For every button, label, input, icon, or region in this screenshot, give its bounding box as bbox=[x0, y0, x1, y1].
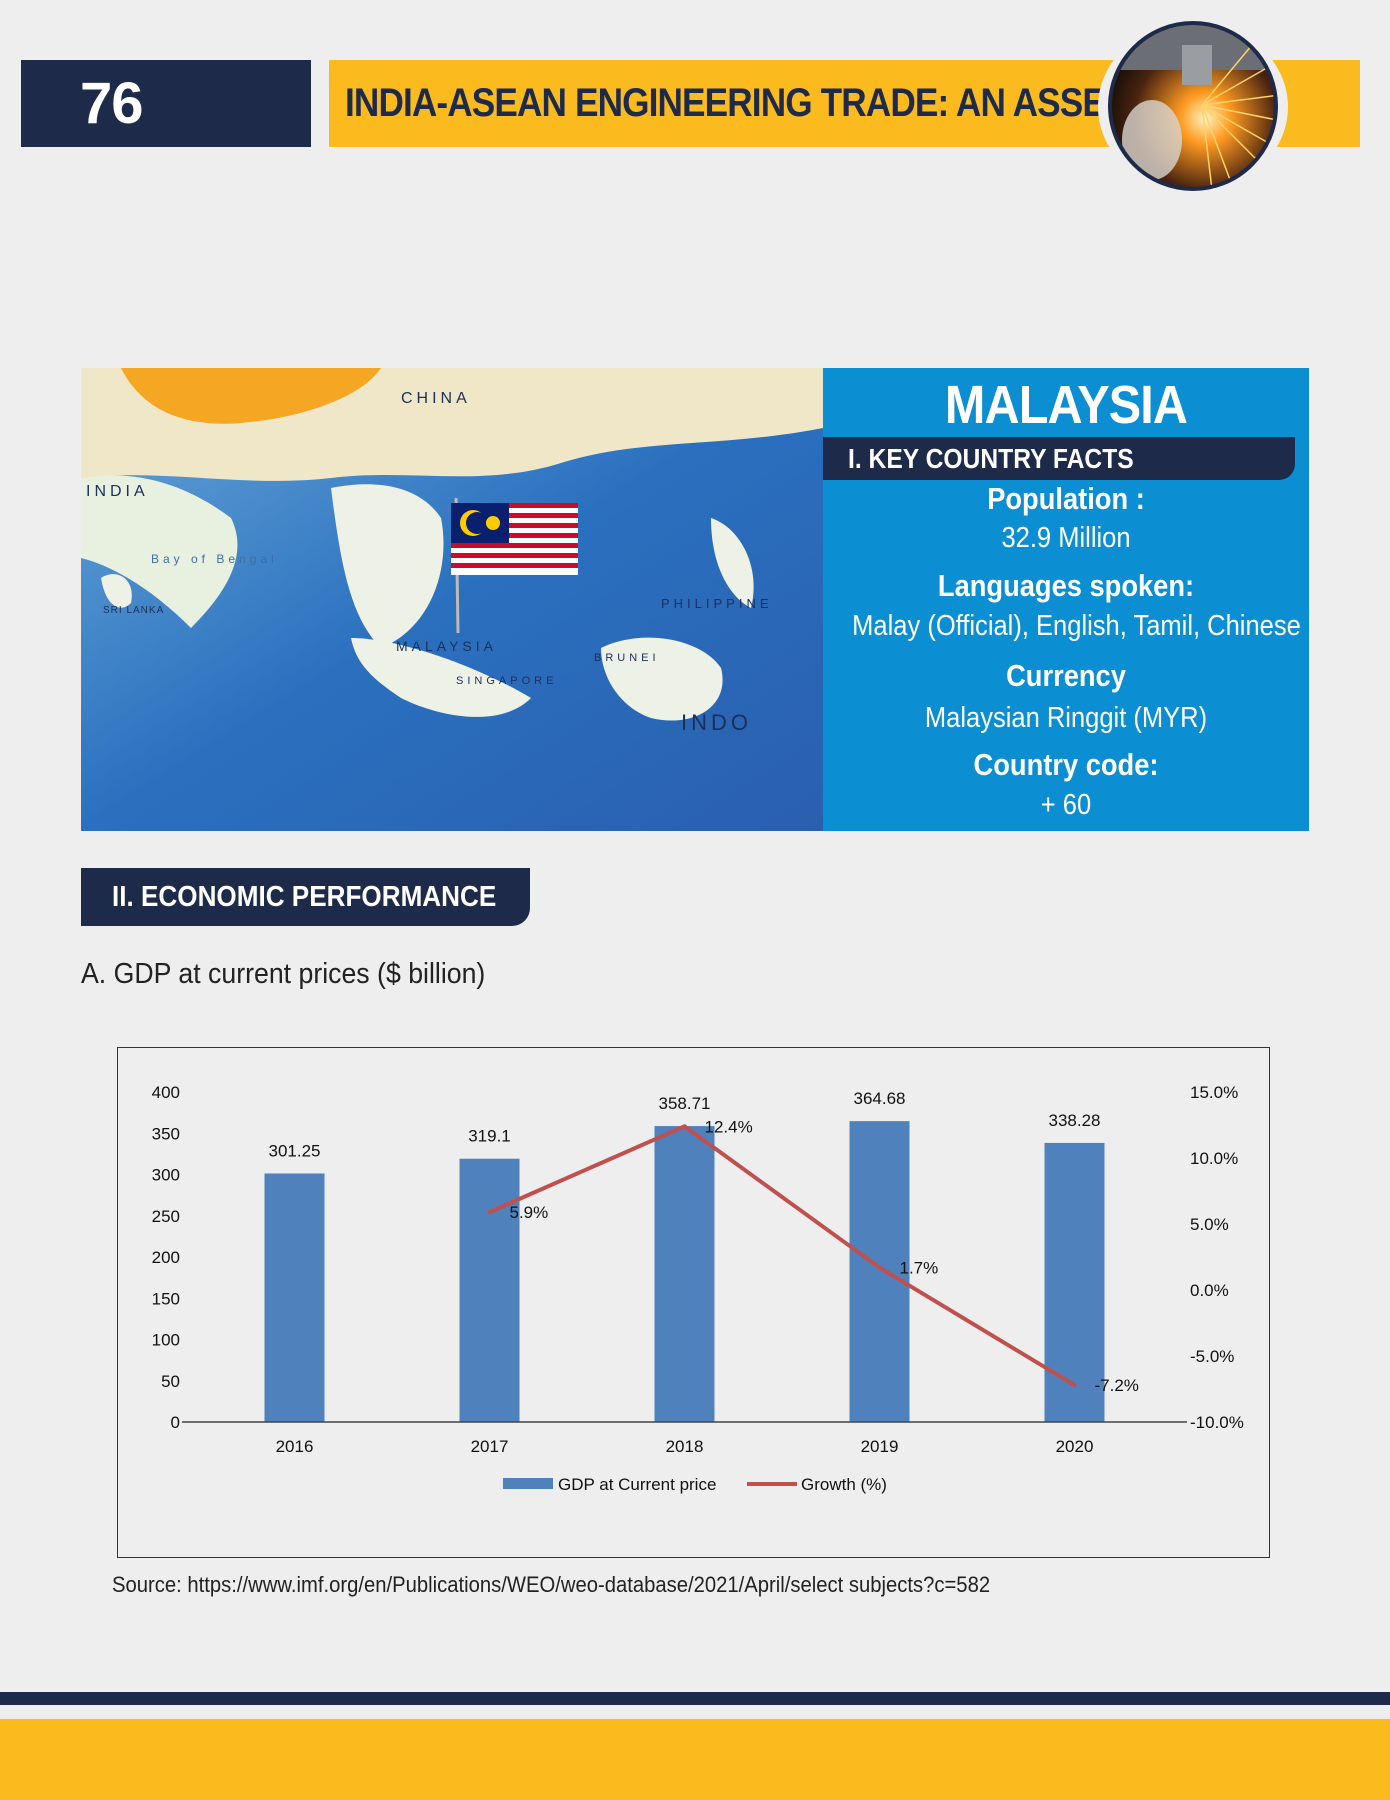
right-axis-tick-label: 5.0% bbox=[1190, 1215, 1229, 1234]
legend-label-gdp: GDP at Current price bbox=[558, 1475, 716, 1494]
gdp-bar bbox=[654, 1126, 715, 1422]
gdp-data-label: 358.71 bbox=[659, 1094, 711, 1113]
x-axis-tick-label: 2016 bbox=[276, 1437, 314, 1456]
gdp-data-label: 364.68 bbox=[854, 1089, 906, 1108]
growth-data-label: 1.7% bbox=[900, 1259, 939, 1278]
fact-value-currency: Malaysian Ringgit (MYR) bbox=[924, 702, 1208, 734]
fact-label-country-code: Country code: bbox=[973, 747, 1159, 782]
gdp-bar bbox=[264, 1173, 325, 1422]
growth-point bbox=[487, 1210, 492, 1215]
left-axis-tick-label: 50 bbox=[161, 1372, 180, 1391]
country-name: MALAYSIA bbox=[944, 375, 1188, 435]
left-axis-tick-label: 0 bbox=[171, 1413, 180, 1432]
fact-value-languages: Malay (Official), English, Tamil, Chines… bbox=[852, 610, 1301, 642]
x-axis-tick-label: 2018 bbox=[666, 1437, 704, 1456]
page-title: INDIA-ASEAN ENGINEERING TRADE: AN ASSESS… bbox=[345, 81, 1247, 125]
page-number: 76 bbox=[80, 71, 144, 136]
gdp-data-label: 338.28 bbox=[1049, 1111, 1101, 1130]
map-label-sri-lanka: SRI LANKA bbox=[103, 605, 164, 616]
source-note: Source: https://www.imf.org/en/Publicati… bbox=[112, 1572, 991, 1597]
map-label-brunei: BRUNEI bbox=[594, 652, 660, 664]
growth-point bbox=[1072, 1383, 1077, 1388]
left-axis-tick-label: 350 bbox=[152, 1124, 180, 1143]
facts-heading-banner bbox=[823, 437, 1295, 480]
page-number-box bbox=[21, 60, 311, 147]
left-axis-tick-label: 300 bbox=[152, 1166, 180, 1185]
gdp-data-label: 301.25 bbox=[269, 1141, 321, 1160]
footer-stripe-yellow bbox=[0, 1719, 1390, 1800]
malaysia-map-image: INDIA CHINA Bay of Bengal SRI LANKA MALA… bbox=[81, 368, 823, 831]
x-axis-tick-label: 2017 bbox=[471, 1437, 509, 1456]
gdp-chart: 0 50 100 150 200 250 300 350 400 -10.0% -5.0% 0.0% 5… bbox=[152, 1083, 1244, 1494]
fact-label-population: Population : bbox=[987, 481, 1145, 516]
left-axis-tick-label: 400 bbox=[152, 1083, 180, 1102]
x-axis-tick-label: 2019 bbox=[861, 1437, 899, 1456]
map-label-philippines: PHILIPPINE bbox=[661, 596, 773, 611]
legend-label-growth: Growth (%) bbox=[801, 1475, 887, 1494]
right-axis-tick-label: 10.0% bbox=[1190, 1149, 1238, 1168]
growth-point bbox=[877, 1265, 882, 1270]
fact-label-currency: Currency bbox=[1006, 658, 1126, 693]
gdp-bar bbox=[849, 1121, 910, 1422]
growth-line bbox=[488, 1124, 1076, 1387]
growth-data-label: 12.4% bbox=[705, 1117, 753, 1136]
map-label-india: INDIA bbox=[86, 483, 149, 500]
section-heading-banner bbox=[81, 868, 530, 926]
left-axis-tick-label: 100 bbox=[152, 1331, 180, 1350]
x-axis-tick-label: 2020 bbox=[1056, 1437, 1094, 1456]
left-axis-tick-label: 250 bbox=[152, 1207, 180, 1226]
gdp-bar bbox=[1044, 1142, 1105, 1422]
sparks-grinding-icon bbox=[1108, 21, 1278, 191]
map-label-china: CHINA bbox=[401, 390, 471, 407]
facts-heading: I. KEY COUNTRY FACTS bbox=[848, 443, 1134, 474]
left-axis-tick-label: 150 bbox=[152, 1289, 180, 1308]
gdp-data-label: 319.1 bbox=[468, 1127, 511, 1146]
growth-data-label: 5.9% bbox=[510, 1203, 549, 1222]
map-label-singapore: SINGAPORE bbox=[456, 675, 557, 687]
map-label-malaysia: MALAYSIA bbox=[396, 638, 497, 654]
map-label-indonesia: INDO bbox=[681, 710, 752, 735]
growth-point bbox=[682, 1124, 687, 1129]
map-label-bay: Bay of Bengal bbox=[151, 552, 278, 566]
gdp-bar bbox=[459, 1158, 520, 1422]
footer-stripe-navy bbox=[0, 1692, 1390, 1705]
fact-value-population: 32.9 Million bbox=[1001, 522, 1131, 554]
fact-label-languages: Languages spoken: bbox=[937, 568, 1195, 603]
growth-data-label: -7.2% bbox=[1095, 1376, 1139, 1395]
chart-frame bbox=[117, 1047, 1270, 1558]
legend-swatch-gdp bbox=[503, 1478, 553, 1489]
chart-heading: A. GDP at current prices ($ billion) bbox=[81, 958, 486, 990]
fact-value-country-code: + 60 bbox=[1040, 789, 1092, 821]
section-heading: II. ECONOMIC PERFORMANCE bbox=[112, 881, 497, 913]
right-axis-tick-label: 0.0% bbox=[1190, 1281, 1229, 1300]
left-axis-tick-label: 200 bbox=[152, 1248, 180, 1267]
right-axis-tick-label: 15.0% bbox=[1190, 1083, 1238, 1102]
right-axis-tick-label: -5.0% bbox=[1190, 1347, 1234, 1366]
right-axis-tick-label: -10.0% bbox=[1190, 1413, 1244, 1432]
